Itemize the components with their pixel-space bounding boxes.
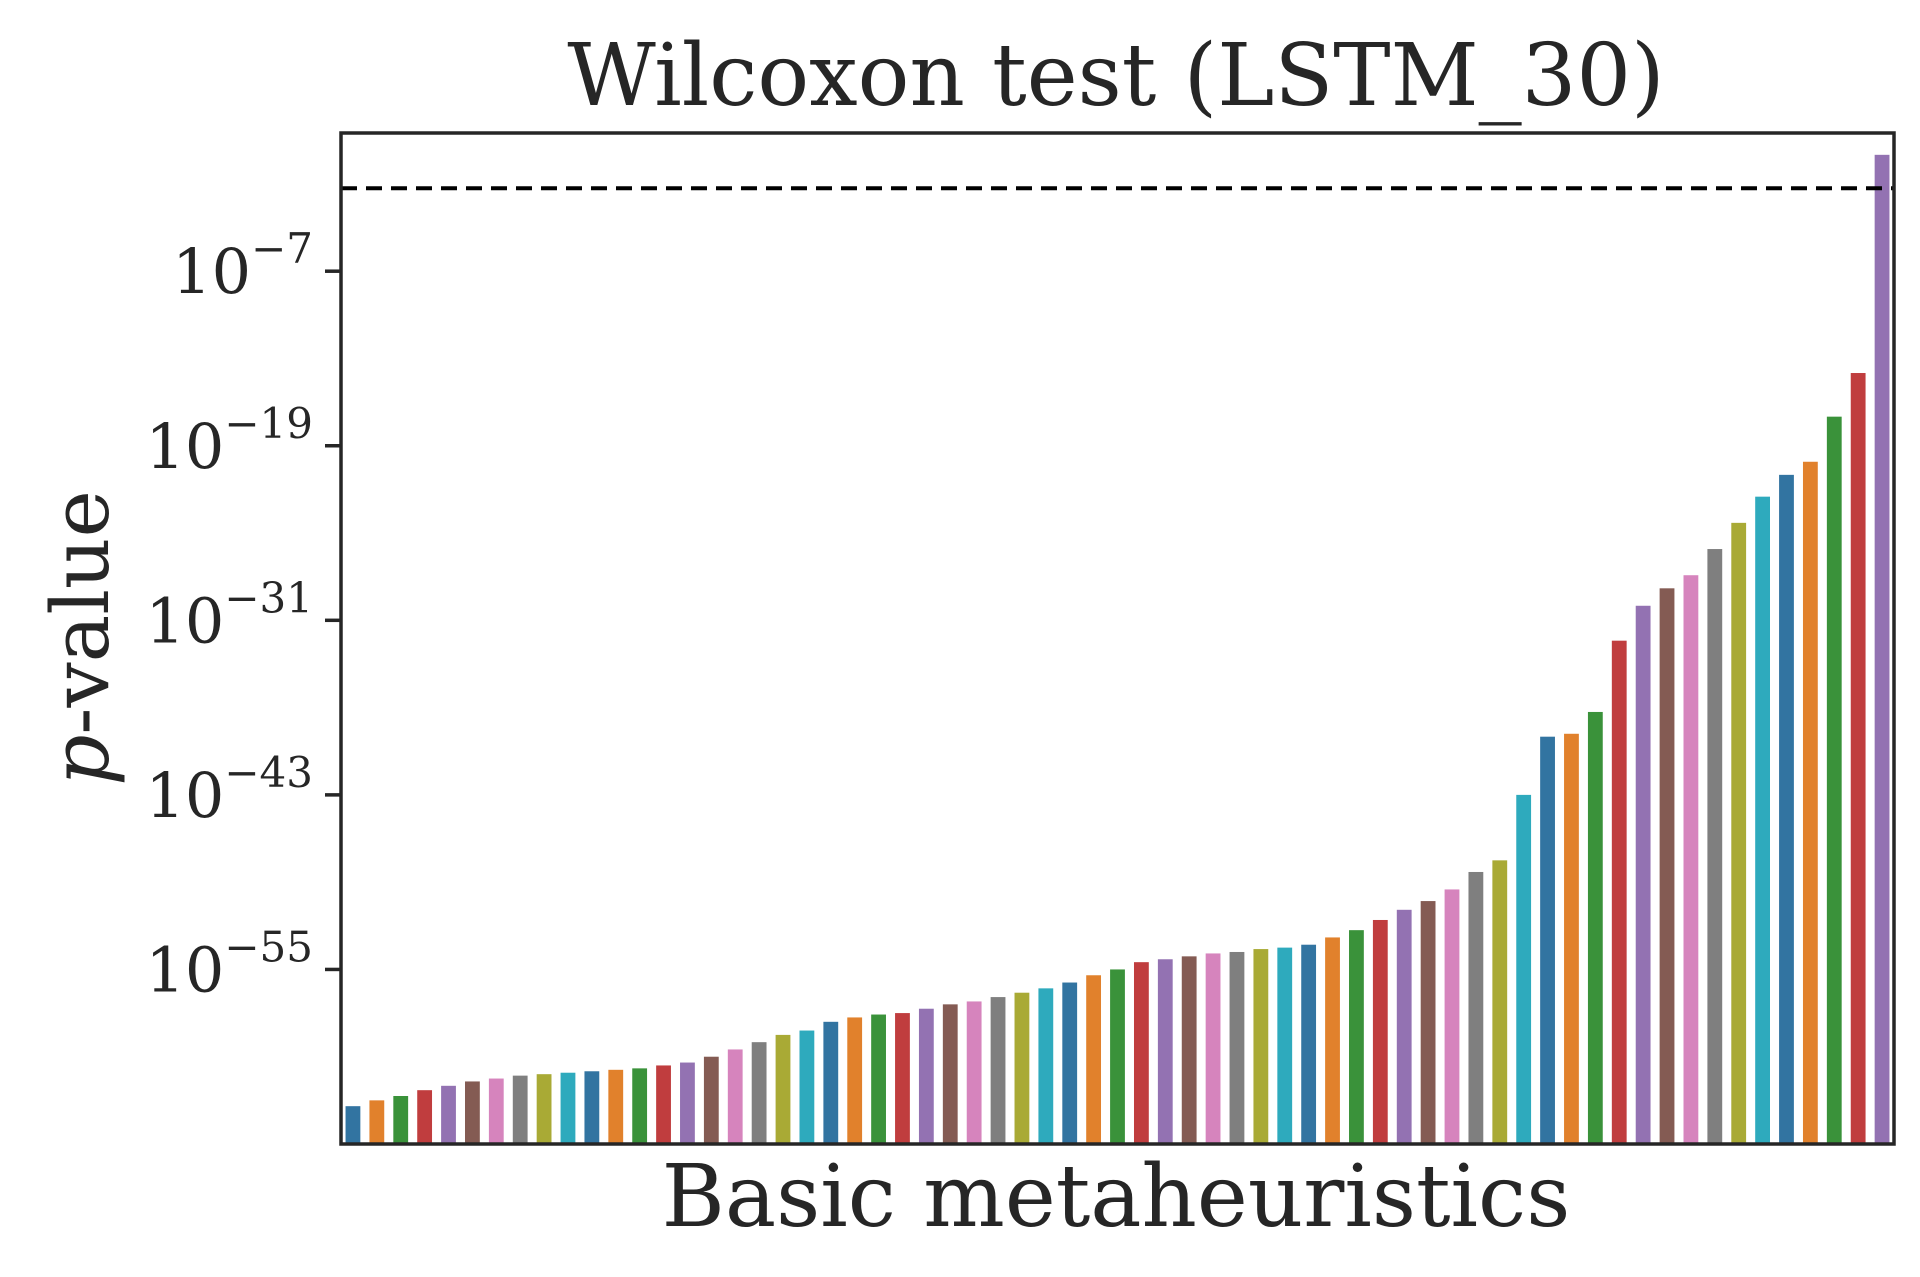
bar-12: [608, 1069, 624, 1144]
bar-22: [847, 1017, 863, 1144]
bar-40: [1277, 947, 1293, 1144]
bar-31: [1062, 982, 1078, 1144]
y-tick-label-5: 10−55: [145, 922, 313, 1006]
bar-2: [369, 1100, 385, 1144]
y-axis-label-italic: p: [34, 735, 127, 786]
bar-57: [1683, 575, 1699, 1144]
bar-27: [966, 1001, 982, 1144]
bar-21: [823, 1021, 839, 1144]
bar-58: [1707, 549, 1723, 1144]
bar-1: [345, 1106, 361, 1144]
bar-13: [632, 1068, 648, 1144]
y-tick-label-4: 10−43: [145, 748, 313, 832]
y-axis-ticks: 10−7 10−19 10−31 10−43 10−55: [145, 224, 341, 1006]
bar-4: [417, 1090, 433, 1144]
bar-41: [1301, 944, 1317, 1144]
x-axis-label: Basic metaheuristics: [662, 1147, 1571, 1247]
bar-6: [465, 1081, 480, 1144]
bar-42: [1325, 937, 1340, 1144]
bar-5: [441, 1085, 456, 1144]
bar-45: [1396, 909, 1412, 1144]
bar-33: [1110, 969, 1125, 1144]
bar-17: [727, 1049, 743, 1144]
bar-62: [1802, 461, 1818, 1144]
bar-19: [775, 1034, 791, 1144]
bar-8: [512, 1075, 528, 1144]
bar-23: [871, 1014, 886, 1144]
bar-56: [1659, 588, 1675, 1144]
bar-34: [1133, 962, 1149, 1144]
bar-37: [1205, 953, 1221, 1144]
bar-16: [703, 1056, 719, 1144]
bar-3: [393, 1096, 409, 1144]
bar-52: [1564, 733, 1579, 1144]
bar-64: [1850, 373, 1866, 1144]
y-tick-label-1: 10−7: [172, 224, 313, 308]
y-tick-label-2: 10−19: [145, 399, 313, 483]
bar-49: [1492, 860, 1508, 1144]
bar-53: [1587, 711, 1603, 1144]
bar-48: [1468, 871, 1484, 1144]
bar-61: [1779, 474, 1794, 1145]
bar-11: [584, 1071, 600, 1144]
bar-51: [1540, 736, 1555, 1144]
bar-38: [1229, 951, 1245, 1144]
bar-50: [1516, 794, 1532, 1144]
bar-65: [1874, 154, 1890, 1144]
bar-43: [1349, 930, 1364, 1144]
bar-60: [1755, 496, 1770, 1144]
y-axis-label: p-value: [34, 490, 127, 786]
bar-24: [895, 1013, 910, 1144]
bar-29: [1014, 992, 1030, 1144]
bar-15: [680, 1062, 695, 1144]
plot-frame: [339, 131, 1896, 1146]
bar-9: [536, 1074, 552, 1144]
bar-55: [1635, 605, 1651, 1144]
bar-35: [1157, 959, 1173, 1144]
bar-7: [488, 1078, 504, 1144]
bar-10: [560, 1072, 576, 1144]
bar-63: [1826, 416, 1842, 1144]
bar-20: [799, 1030, 815, 1144]
bar-46: [1420, 901, 1436, 1144]
bar-54: [1611, 640, 1627, 1144]
bar-44: [1372, 919, 1388, 1144]
bar-25: [918, 1008, 934, 1144]
y-tick-label-3: 10−31: [145, 573, 313, 657]
bar-32: [1086, 975, 1102, 1144]
y-axis-label-rest: -value: [34, 490, 127, 734]
bar-28: [990, 997, 1006, 1144]
bar-30: [1038, 988, 1054, 1144]
bars-layer: [345, 154, 1890, 1145]
bar-36: [1181, 956, 1197, 1144]
bar-18: [751, 1042, 767, 1144]
bar-39: [1253, 949, 1269, 1144]
bar-47: [1444, 889, 1460, 1144]
bar-26: [942, 1004, 958, 1144]
bar-14: [656, 1065, 671, 1144]
chart-title: Wilcoxon test (LSTM_30): [567, 26, 1664, 126]
bar-59: [1731, 522, 1747, 1144]
